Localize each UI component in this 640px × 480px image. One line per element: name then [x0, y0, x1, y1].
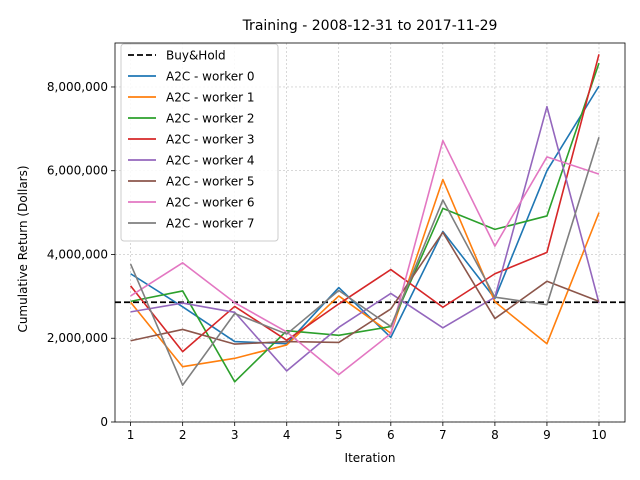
x-axis-label: Iteration [345, 451, 396, 465]
legend-box [120, 43, 279, 242]
y-tick-label: 4,000,000 [47, 247, 108, 261]
series-line-worker-0 [130, 85, 600, 345]
chart-title: Training - 2008-12-31 to 2017-11-29 [242, 18, 498, 34]
x-tick-label: 4 [283, 428, 291, 442]
x-tick-label: 2 [179, 428, 187, 442]
x-tick-label: 10 [591, 428, 606, 442]
legend-label: A2C - worker 6 [166, 196, 255, 210]
legend-label: A2C - worker 5 [166, 175, 255, 189]
series-line-worker-7 [129, 136, 600, 386]
series-line-worker-3 [129, 54, 600, 353]
y-axis-label: Cumulative Return (Dollars) [16, 165, 30, 332]
x-tick-label: 7 [439, 428, 447, 442]
plot-frame [114, 42, 626, 423]
legend-label: A2C - worker 7 [166, 217, 255, 231]
legend-label: Buy&Hold [166, 49, 226, 63]
y-tick-label: 0 [100, 415, 108, 429]
series-line-worker-1 [129, 178, 600, 368]
legend-label: A2C - worker 0 [166, 70, 255, 84]
series-layer [129, 54, 600, 386]
y-tick-label: 2,000,000 [47, 331, 108, 345]
legend-label: A2C - worker 1 [166, 91, 255, 105]
x-tick-label: 6 [387, 428, 395, 442]
x-axis-ticks: 1 2 3 4 5 6 7 8 9 10 [127, 422, 607, 442]
legend-label: A2C - worker 2 [166, 112, 255, 126]
legend: Buy&Hold A2C - worker 0 A2C - worker 1 A2C … [120, 43, 279, 242]
x-tick-label: 9 [543, 428, 551, 442]
legend-label: A2C - worker 4 [166, 154, 255, 168]
legend-label: A2C - worker 3 [166, 133, 255, 147]
y-axis-ticks: 0 2,000,000 4,000,000 6,000,000 8,000,000 [47, 80, 115, 429]
y-tick-label: 8,000,000 [47, 80, 108, 94]
x-tick-label: 3 [231, 428, 239, 442]
series-line-worker-5 [130, 231, 600, 345]
y-tick-label: 6,000,000 [47, 164, 108, 178]
x-tick-label: 1 [127, 428, 135, 442]
x-tick-label: 8 [491, 428, 499, 442]
series-line-worker-6 [130, 139, 600, 376]
x-tick-label: 5 [335, 428, 343, 442]
